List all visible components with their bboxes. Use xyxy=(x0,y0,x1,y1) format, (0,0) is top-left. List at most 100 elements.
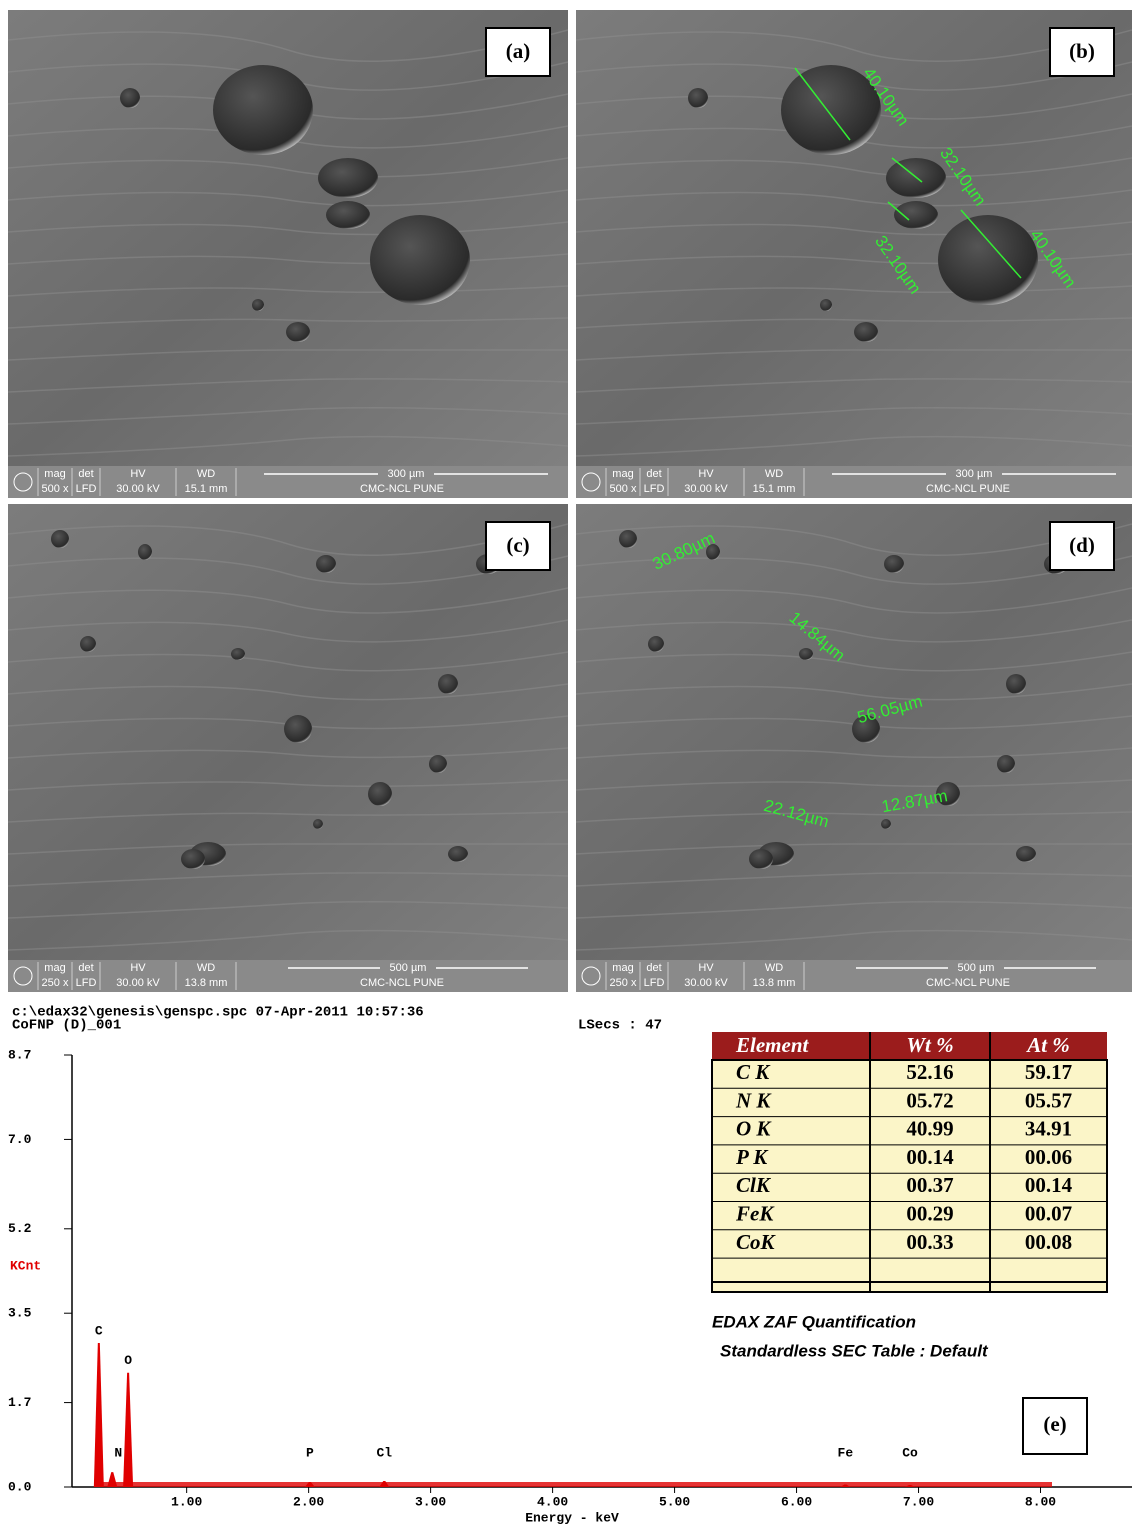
element-name: P K xyxy=(735,1145,769,1169)
info-value: 30.00 kV xyxy=(684,483,728,495)
table-value: 05.57 xyxy=(1025,1088,1072,1112)
x-tick-label: 8.00 xyxy=(1025,1494,1056,1509)
y-tick-label: 3.5 xyxy=(8,1306,32,1321)
info-value: 30.00 kV xyxy=(116,483,160,495)
info-header: det xyxy=(78,962,93,974)
table-value: 05.72 xyxy=(906,1088,953,1112)
info-header: WD xyxy=(765,468,783,480)
pore xyxy=(894,201,938,229)
info-header: HV xyxy=(130,962,146,974)
footnote: EDAX ZAF Quantification xyxy=(712,1312,916,1331)
info-value: 15.1 mm xyxy=(185,483,228,495)
info-value: 500 x xyxy=(610,483,637,495)
y-tick-label: 1.7 xyxy=(8,1395,31,1410)
pore xyxy=(231,648,245,660)
y-tick-label: 8.7 xyxy=(8,1047,31,1062)
pore xyxy=(820,299,832,311)
x-tick-label: 7.00 xyxy=(903,1494,934,1509)
table-value: 00.14 xyxy=(1025,1173,1073,1197)
pore xyxy=(648,636,664,652)
info-header: WD xyxy=(197,468,215,480)
scale-label: 300 µm xyxy=(956,468,993,480)
y-tick-label: 7.0 xyxy=(8,1132,32,1147)
x-tick-label: 4.00 xyxy=(537,1494,568,1509)
column-header: Wt % xyxy=(906,1033,953,1057)
y-axis-title: KCnt xyxy=(10,1258,41,1273)
table-value: 00.29 xyxy=(906,1201,953,1225)
element-name: ClK xyxy=(736,1173,772,1197)
pore xyxy=(799,648,813,660)
info-value: 15.1 mm xyxy=(753,483,796,495)
sample-name: CoFNP (D)_001 xyxy=(12,1018,121,1034)
info-value: 30.00 kV xyxy=(684,977,728,989)
pore xyxy=(316,555,336,573)
info-value: 500 x xyxy=(42,483,69,495)
pore xyxy=(438,674,458,694)
info-bar: mag500 xdetLFDHV30.00 kVWD15.1 mm300 µmC… xyxy=(576,466,1132,498)
x-tick-label: 2.00 xyxy=(293,1494,324,1509)
pore xyxy=(881,819,891,829)
info-header: WD xyxy=(765,962,783,974)
info-header: HV xyxy=(698,962,714,974)
info-value: 13.8 mm xyxy=(185,977,228,989)
column-header: At % xyxy=(1025,1033,1070,1057)
info-header: HV xyxy=(698,468,714,480)
pore xyxy=(429,755,447,773)
info-value: LFD xyxy=(644,977,665,989)
peak xyxy=(94,1343,104,1487)
x-tick-label: 1.00 xyxy=(171,1494,202,1509)
info-header: mag xyxy=(44,468,65,480)
pore xyxy=(368,782,392,806)
peak-label: P xyxy=(306,1445,314,1460)
info-header: mag xyxy=(612,468,633,480)
footnote: Standardless SEC Table : Default xyxy=(720,1341,989,1360)
peak-label: N xyxy=(114,1445,122,1460)
pore xyxy=(688,88,708,108)
pore xyxy=(326,201,370,229)
lab-label: CMC-NCL PUNE xyxy=(360,483,444,495)
pore xyxy=(997,755,1015,773)
info-header: HV xyxy=(130,468,146,480)
pore xyxy=(619,530,637,548)
peak xyxy=(123,1373,133,1487)
pore xyxy=(370,215,470,305)
peak-label: Cl xyxy=(376,1445,392,1460)
pore xyxy=(252,299,264,311)
live-seconds: LSecs : 47 xyxy=(578,1018,662,1034)
lab-label: CMC-NCL PUNE xyxy=(926,483,1010,495)
pore xyxy=(181,849,205,869)
table-value: 00.08 xyxy=(1025,1230,1072,1254)
pore xyxy=(448,846,468,862)
pore xyxy=(884,555,904,573)
info-value: 250 x xyxy=(42,977,69,989)
peak-label: C xyxy=(95,1323,103,1338)
info-bar: mag 500 x det LFD HV 30.00 kV WD 15.1 mm 300 µm C… xyxy=(8,466,568,498)
pore xyxy=(286,322,310,342)
table-value: 00.06 xyxy=(1025,1145,1072,1169)
info-value: LFD xyxy=(76,483,97,495)
peak xyxy=(107,1472,117,1487)
scale-label: 300 µm xyxy=(388,468,425,480)
peak-label: Co xyxy=(902,1445,918,1460)
pore xyxy=(284,715,312,743)
panel-label: (b) xyxy=(1069,39,1095,63)
table-value: 00.37 xyxy=(906,1173,953,1197)
info-header: det xyxy=(78,468,93,480)
x-axis-title: Energy - keV xyxy=(525,1510,619,1525)
pore xyxy=(749,849,773,869)
peak-label: O xyxy=(124,1353,132,1368)
panel-label: (d) xyxy=(1069,533,1095,557)
pore xyxy=(138,544,152,560)
table-value: 00.07 xyxy=(1025,1201,1072,1225)
element-name: FeK xyxy=(735,1201,775,1225)
x-tick-label: 6.00 xyxy=(781,1494,812,1509)
lab-label: CMC-NCL PUNE xyxy=(926,977,1010,989)
lab-label: CMC-NCL PUNE xyxy=(360,977,444,989)
scale-label: 500 µm xyxy=(390,962,427,974)
pore xyxy=(1016,846,1036,862)
info-value: LFD xyxy=(644,483,665,495)
pore xyxy=(213,65,313,155)
info-header: WD xyxy=(197,962,215,974)
y-tick-label: 0.0 xyxy=(8,1479,32,1494)
